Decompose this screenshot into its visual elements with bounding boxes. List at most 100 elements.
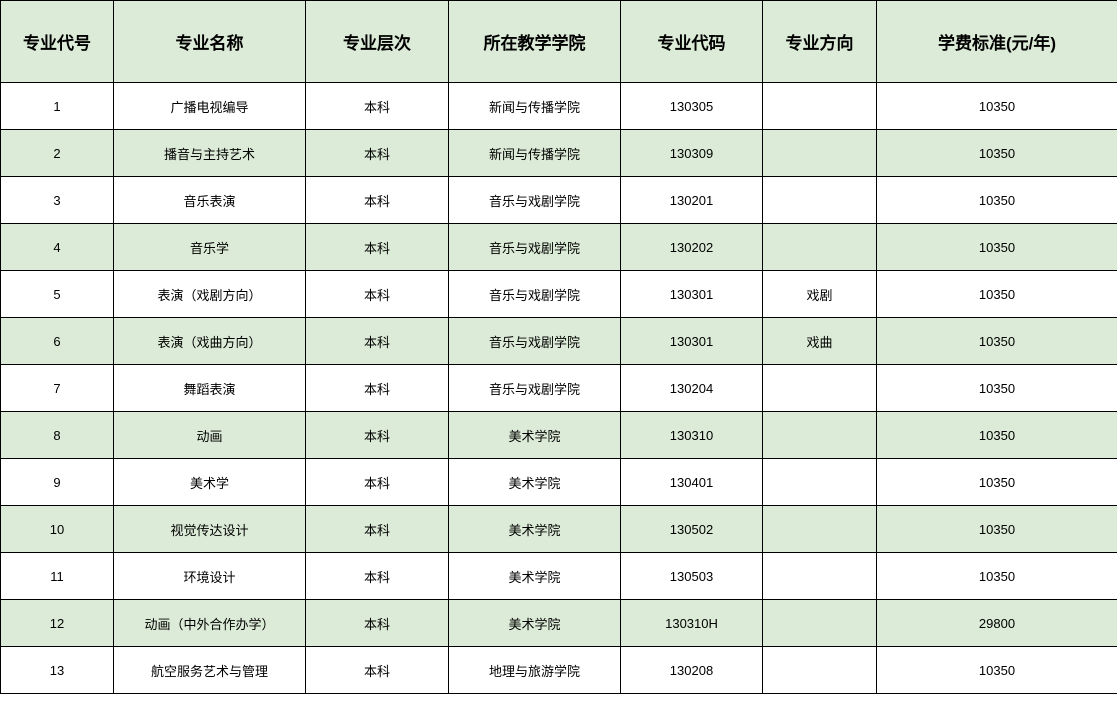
table-cell: 本科 — [306, 224, 449, 271]
table-cell: 3 — [1, 177, 114, 224]
table-cell: 美术学 — [114, 459, 306, 506]
table-cell: 5 — [1, 271, 114, 318]
table-cell — [763, 177, 877, 224]
table-cell: 美术学院 — [449, 506, 621, 553]
table-cell: 本科 — [306, 506, 449, 553]
table-cell: 10350 — [877, 271, 1117, 318]
table-cell: 8 — [1, 412, 114, 459]
table-cell: 130305 — [621, 83, 763, 130]
table-cell: 广播电视编导 — [114, 83, 306, 130]
table-cell: 130503 — [621, 553, 763, 600]
table-cell: 地理与旅游学院 — [449, 647, 621, 694]
table-cell: 9 — [1, 459, 114, 506]
table-cell: 美术学院 — [449, 600, 621, 647]
table-cell: 6 — [1, 318, 114, 365]
table-cell: 环境设计 — [114, 553, 306, 600]
table-cell: 29800 — [877, 600, 1117, 647]
table-cell: 1 — [1, 83, 114, 130]
table-cell: 13 — [1, 647, 114, 694]
table-cell: 音乐学 — [114, 224, 306, 271]
table-row: 12动画（中外合作办学）本科美术学院130310H29800 — [1, 600, 1117, 647]
table-cell: 音乐与戏剧学院 — [449, 318, 621, 365]
table-cell — [763, 412, 877, 459]
table-cell: 音乐与戏剧学院 — [449, 224, 621, 271]
table-cell: 本科 — [306, 83, 449, 130]
table-cell: 戏剧 — [763, 271, 877, 318]
table-cell: 10 — [1, 506, 114, 553]
table-cell: 美术学院 — [449, 412, 621, 459]
majors-table: 专业代号 专业名称 专业层次 所在教学学院 专业代码 专业方向 学费标准(元/年… — [0, 0, 1117, 694]
table-cell: 表演（戏曲方向） — [114, 318, 306, 365]
table-cell: 130202 — [621, 224, 763, 271]
table-cell: 舞蹈表演 — [114, 365, 306, 412]
table-cell: 10350 — [877, 83, 1117, 130]
table-row: 4音乐学本科音乐与戏剧学院13020210350 — [1, 224, 1117, 271]
header-major-id: 专业代号 — [1, 1, 114, 83]
table-row: 2播音与主持艺术本科新闻与传播学院13030910350 — [1, 130, 1117, 177]
table-row: 8动画本科美术学院13031010350 — [1, 412, 1117, 459]
table-row: 11环境设计本科美术学院13050310350 — [1, 553, 1117, 600]
table-cell — [763, 647, 877, 694]
table-cell: 本科 — [306, 177, 449, 224]
header-college: 所在教学学院 — [449, 1, 621, 83]
table-cell — [763, 365, 877, 412]
table-cell: 130310H — [621, 600, 763, 647]
table-cell: 音乐与戏剧学院 — [449, 177, 621, 224]
table-cell: 音乐表演 — [114, 177, 306, 224]
table-row: 13航空服务艺术与管理本科地理与旅游学院13020810350 — [1, 647, 1117, 694]
table-row: 3音乐表演本科音乐与戏剧学院130201 10350 — [1, 177, 1117, 224]
table-cell: 130208 — [621, 647, 763, 694]
table-cell: 新闻与传播学院 — [449, 83, 621, 130]
table-row: 1广播电视编导本科新闻与传播学院130305 10350 — [1, 83, 1117, 130]
table-row: 9美术学本科美术学院13040110350 — [1, 459, 1117, 506]
table-cell: 10350 — [877, 318, 1117, 365]
table-cell: 130301 — [621, 271, 763, 318]
header-major-level: 专业层次 — [306, 1, 449, 83]
table-cell — [763, 600, 877, 647]
table-cell: 本科 — [306, 130, 449, 177]
table-cell — [763, 506, 877, 553]
header-tuition: 学费标准(元/年) — [877, 1, 1117, 83]
table-cell: 播音与主持艺术 — [114, 130, 306, 177]
table-cell: 10350 — [877, 365, 1117, 412]
table-cell: 音乐与戏剧学院 — [449, 271, 621, 318]
table-cell: 美术学院 — [449, 459, 621, 506]
table-cell: 130309 — [621, 130, 763, 177]
table-row: 7舞蹈表演本科音乐与戏剧学院130204 10350 — [1, 365, 1117, 412]
table-cell: 本科 — [306, 365, 449, 412]
table-cell: 4 — [1, 224, 114, 271]
table-row: 5表演（戏剧方向）本科音乐与戏剧学院130301戏剧10350 — [1, 271, 1117, 318]
table-cell — [763, 459, 877, 506]
header-major-direction: 专业方向 — [763, 1, 877, 83]
table-cell: 130502 — [621, 506, 763, 553]
table-cell: 本科 — [306, 318, 449, 365]
table-cell: 130201 — [621, 177, 763, 224]
table-cell: 本科 — [306, 412, 449, 459]
table-cell: 130310 — [621, 412, 763, 459]
table-cell: 航空服务艺术与管理 — [114, 647, 306, 694]
table-cell: 10350 — [877, 553, 1117, 600]
table-cell: 音乐与戏剧学院 — [449, 365, 621, 412]
table-cell: 戏曲 — [763, 318, 877, 365]
table-cell: 130401 — [621, 459, 763, 506]
table-body: 1广播电视编导本科新闻与传播学院130305103502播音与主持艺术本科新闻与… — [1, 83, 1117, 694]
table-cell: 表演（戏剧方向） — [114, 271, 306, 318]
table-cell — [763, 130, 877, 177]
table-cell: 10350 — [877, 459, 1117, 506]
table-cell: 130204 — [621, 365, 763, 412]
table-cell: 本科 — [306, 600, 449, 647]
table-row: 6表演（戏曲方向）本科音乐与戏剧学院130301戏曲10350 — [1, 318, 1117, 365]
table-cell: 视觉传达设计 — [114, 506, 306, 553]
table-cell: 本科 — [306, 271, 449, 318]
table-cell: 7 — [1, 365, 114, 412]
table-cell: 新闻与传播学院 — [449, 130, 621, 177]
table-header: 专业代号 专业名称 专业层次 所在教学学院 专业代码 专业方向 学费标准(元/年… — [1, 1, 1117, 83]
table-cell: 动画 — [114, 412, 306, 459]
table-cell — [763, 83, 877, 130]
table-cell — [763, 553, 877, 600]
table-cell: 10350 — [877, 177, 1117, 224]
table-cell: 动画（中外合作办学） — [114, 600, 306, 647]
table-cell: 11 — [1, 553, 114, 600]
table-row: 10视觉传达设计本科美术学院13050210350 — [1, 506, 1117, 553]
table-cell — [763, 224, 877, 271]
